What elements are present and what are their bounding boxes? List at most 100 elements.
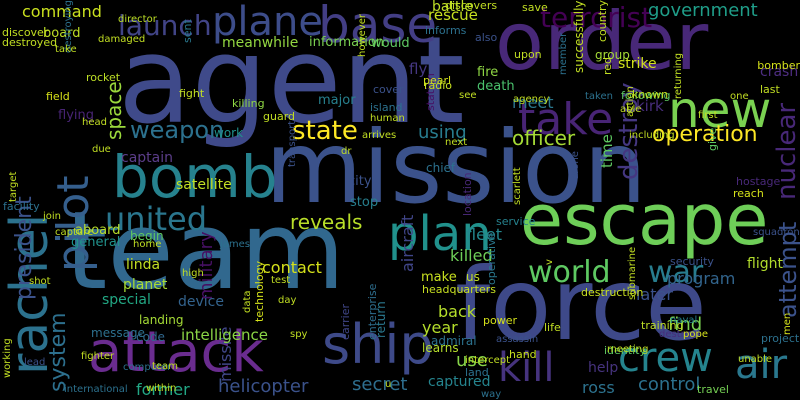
word-international: international [64,384,128,395]
word-dr: dr [341,146,352,157]
word-plane: plane [212,0,323,45]
word-join: join [43,211,62,222]
word-captured: captured [428,374,491,390]
word-world: world [528,255,611,290]
word-rocket: rocket [86,71,121,84]
word-bomber: bomber [757,59,800,72]
word-next: next [445,137,468,148]
word-major: major [318,93,356,108]
word-information: information [309,35,385,50]
word-give: give [706,127,719,151]
word-first: first [698,110,718,121]
word-able: able [620,104,642,115]
word-flying: flying [58,108,94,123]
word-james: james [220,239,251,250]
word-take: take [518,94,614,145]
word-admiral: admiral [431,334,477,348]
word-intelligence: intelligence [181,326,269,344]
word-command: command [22,2,102,21]
word-year: year [422,318,458,337]
word-operative: operative [485,232,498,285]
word-u: u [385,379,392,390]
word-reach: reach [733,187,764,200]
word-kirk: kirk [636,97,664,115]
word-spy: spy [290,329,308,340]
word-guard: guard [263,110,296,123]
word-working: working [2,338,13,378]
word-within: within [146,383,177,394]
word-strike: strike [618,56,657,72]
word-pope: pope [683,329,708,340]
word-death: death [477,79,515,94]
word-help: help [588,360,619,376]
word-begin: begin [130,229,164,243]
word-satellite: satellite [176,177,232,193]
word-former: former [136,380,190,399]
word-meeting: meeting [607,344,649,355]
word-also: also [475,31,498,44]
word-head: head [82,117,107,128]
word-service: service [496,215,536,228]
word-hostage: hostage [736,175,781,188]
word-technology: technology [253,260,266,322]
word-data: data [242,290,253,313]
word-work: work [214,126,244,140]
word-launch: launch [118,9,212,42]
word-red: red [601,56,614,75]
word-meanwhile: meanwhile [222,35,299,51]
word-board: board [43,26,81,41]
word-see: see [459,90,477,101]
word-informs: informs [425,24,467,37]
word-learns: learns [422,341,459,355]
word-carrier: carrier [339,304,352,340]
word-planet: planet [123,277,168,293]
word-successfully: successfully [572,0,586,73]
word-ship: ship [322,313,434,376]
word-take: take [55,44,77,55]
word-radio: radio [424,79,453,92]
word-message: message [91,326,145,340]
word-kill: kill [498,345,555,391]
word-power: power [483,314,517,327]
word-force: force [455,246,707,363]
word-including: including [629,130,675,141]
word-time: time [598,134,616,168]
word-crash: crash [760,64,799,80]
word-country: country [596,0,609,43]
word-home: home [133,239,162,250]
word-hand: hand [509,348,537,361]
word-drone: drone [570,151,581,180]
word-war: war [648,255,704,290]
word-human: human [370,113,405,124]
word-assassin: assassin [496,334,539,345]
word-base: base [318,0,438,54]
word-stop: stop [350,195,379,210]
word-facility: facility [3,200,40,213]
word-project: project [761,332,800,345]
word-sent: sent [181,19,194,43]
word-intercept: intercept [465,355,510,366]
word-damaged: damaged [98,34,146,45]
word-scarlett: scarlett [512,167,523,205]
word-chief: chief [426,161,456,175]
word-squadron: squadron [753,227,800,238]
word-secret: secret [352,374,408,395]
word-use: use [456,350,488,371]
word-battle: battle [432,0,473,15]
word-officer: officer [512,126,576,150]
word-field: field [46,90,70,103]
word-landing: landing [139,313,184,327]
word-discover: discover [2,26,49,39]
word-test: test [271,275,291,286]
word-island: island [370,101,403,114]
word-submarine: submarine [627,246,638,300]
word-state: state [292,116,358,146]
word-enterprise: enterprise [366,283,379,340]
word-flight: flight [747,256,783,272]
word-land: land [465,366,489,379]
word-returning: returning [673,52,684,99]
word-men: men [782,312,793,335]
word-rescue: rescue [428,6,478,24]
word-travel: travel [697,383,729,396]
